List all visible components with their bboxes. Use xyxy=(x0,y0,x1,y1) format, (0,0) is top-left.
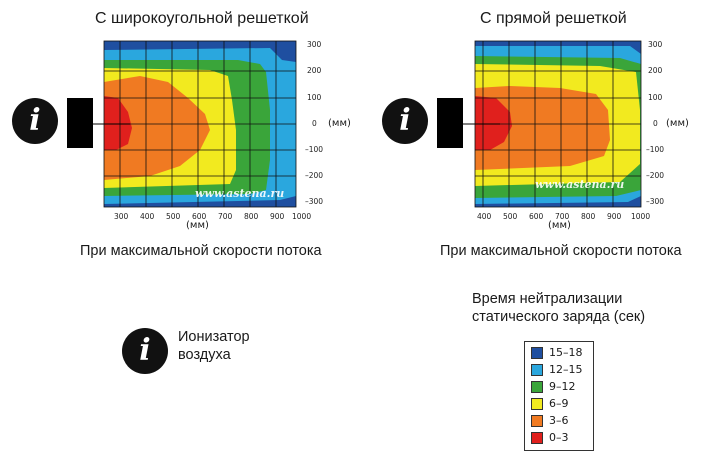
right-x-tick: 600 xyxy=(529,212,544,221)
legend-title: Время нейтрализации статического заряда … xyxy=(472,291,646,325)
right-y-tick: 200 xyxy=(648,66,663,75)
legend-label: 9–12 xyxy=(549,380,576,393)
legend-item: 9–12 xyxy=(525,378,593,395)
legend-item: 15–18 xyxy=(525,344,593,361)
zone-3-6 xyxy=(104,76,210,180)
legend-item: 0–3 xyxy=(525,429,593,446)
right-x-tick: 1000 xyxy=(631,212,651,221)
legend-item: 3–6 xyxy=(525,412,593,429)
zone-0-3 xyxy=(104,96,132,150)
zone-0-3 xyxy=(475,96,512,150)
left-y-tick: 100 xyxy=(307,93,322,102)
right-watermark: www.astena.ru xyxy=(535,178,625,191)
left-x-tick: 300 xyxy=(114,212,129,221)
ionizer-legend-icon: i xyxy=(122,328,168,374)
legend-item: 6–9 xyxy=(525,395,593,412)
right-y-tick: –200 xyxy=(646,171,665,180)
right-x-tick: 900 xyxy=(607,212,622,221)
left-y-unit: (мм) xyxy=(328,118,351,129)
right-caption: При максимальной скорости потока xyxy=(440,243,682,259)
left-chart-title: С широкоугольной решеткой xyxy=(95,10,309,27)
ionizer-legend-label: Ионизатор воздуха xyxy=(178,329,250,363)
left-caption: При максимальной скорости потока xyxy=(80,243,322,259)
ionizer-device xyxy=(67,98,93,148)
ionizer-icon: i xyxy=(12,98,58,144)
left-y-tick: –300 xyxy=(305,197,324,206)
left-grid xyxy=(103,40,297,208)
left-x-tick: 500 xyxy=(166,212,181,221)
right-y-unit: (мм) xyxy=(666,118,689,129)
legend-label: 15–18 xyxy=(549,346,583,359)
left-x-tick: 900 xyxy=(270,212,285,221)
right-y-tick: 300 xyxy=(648,40,663,49)
left-x-tick: 600 xyxy=(192,212,207,221)
right-x-tick: 800 xyxy=(581,212,596,221)
left-y-tick: 300 xyxy=(307,40,322,49)
right-x-tick: 700 xyxy=(555,212,570,221)
left-x-tick: 1000 xyxy=(292,212,312,221)
legend-swatch xyxy=(531,431,543,444)
right-y-tick: –300 xyxy=(646,197,665,206)
left-x-tick: 800 xyxy=(244,212,259,221)
right-x-tick: 500 xyxy=(503,212,518,221)
right-chart-title: С прямой решеткой xyxy=(480,10,627,27)
legend-swatch xyxy=(531,397,543,410)
right-y-tick: 100 xyxy=(648,93,663,102)
left-y-tick: 200 xyxy=(307,66,322,75)
legend-label: 12–15 xyxy=(549,363,583,376)
left-x-tick: 400 xyxy=(140,212,155,221)
legend-swatch xyxy=(531,414,543,427)
legend-swatch xyxy=(531,346,543,359)
left-y-tick: –200 xyxy=(305,171,324,180)
ionizer-icon: i xyxy=(382,98,428,144)
color-legend: 15–18 12–15 9–12 6–9 3–6 0–3 xyxy=(524,341,594,451)
right-x-tick: 400 xyxy=(477,212,492,221)
ionizer-device xyxy=(437,98,463,148)
left-x-tick: 700 xyxy=(218,212,233,221)
legend-label: 0–3 xyxy=(549,431,569,444)
right-y-tick: 0 xyxy=(653,119,658,128)
left-contour-map xyxy=(103,40,297,208)
right-y-tick: –100 xyxy=(646,145,665,154)
legend-label: 3–6 xyxy=(549,414,569,427)
legend-swatch xyxy=(531,380,543,393)
right-x-unit: (мм) xyxy=(548,220,571,231)
legend-item: 12–15 xyxy=(525,361,593,378)
left-watermark: www.astena.ru xyxy=(195,187,285,200)
right-contour-map xyxy=(474,40,642,208)
left-x-unit: (мм) xyxy=(186,220,209,231)
left-y-tick: 0 xyxy=(312,119,317,128)
left-y-tick: –100 xyxy=(305,145,324,154)
legend-label: 6–9 xyxy=(549,397,569,410)
legend-swatch xyxy=(531,363,543,376)
